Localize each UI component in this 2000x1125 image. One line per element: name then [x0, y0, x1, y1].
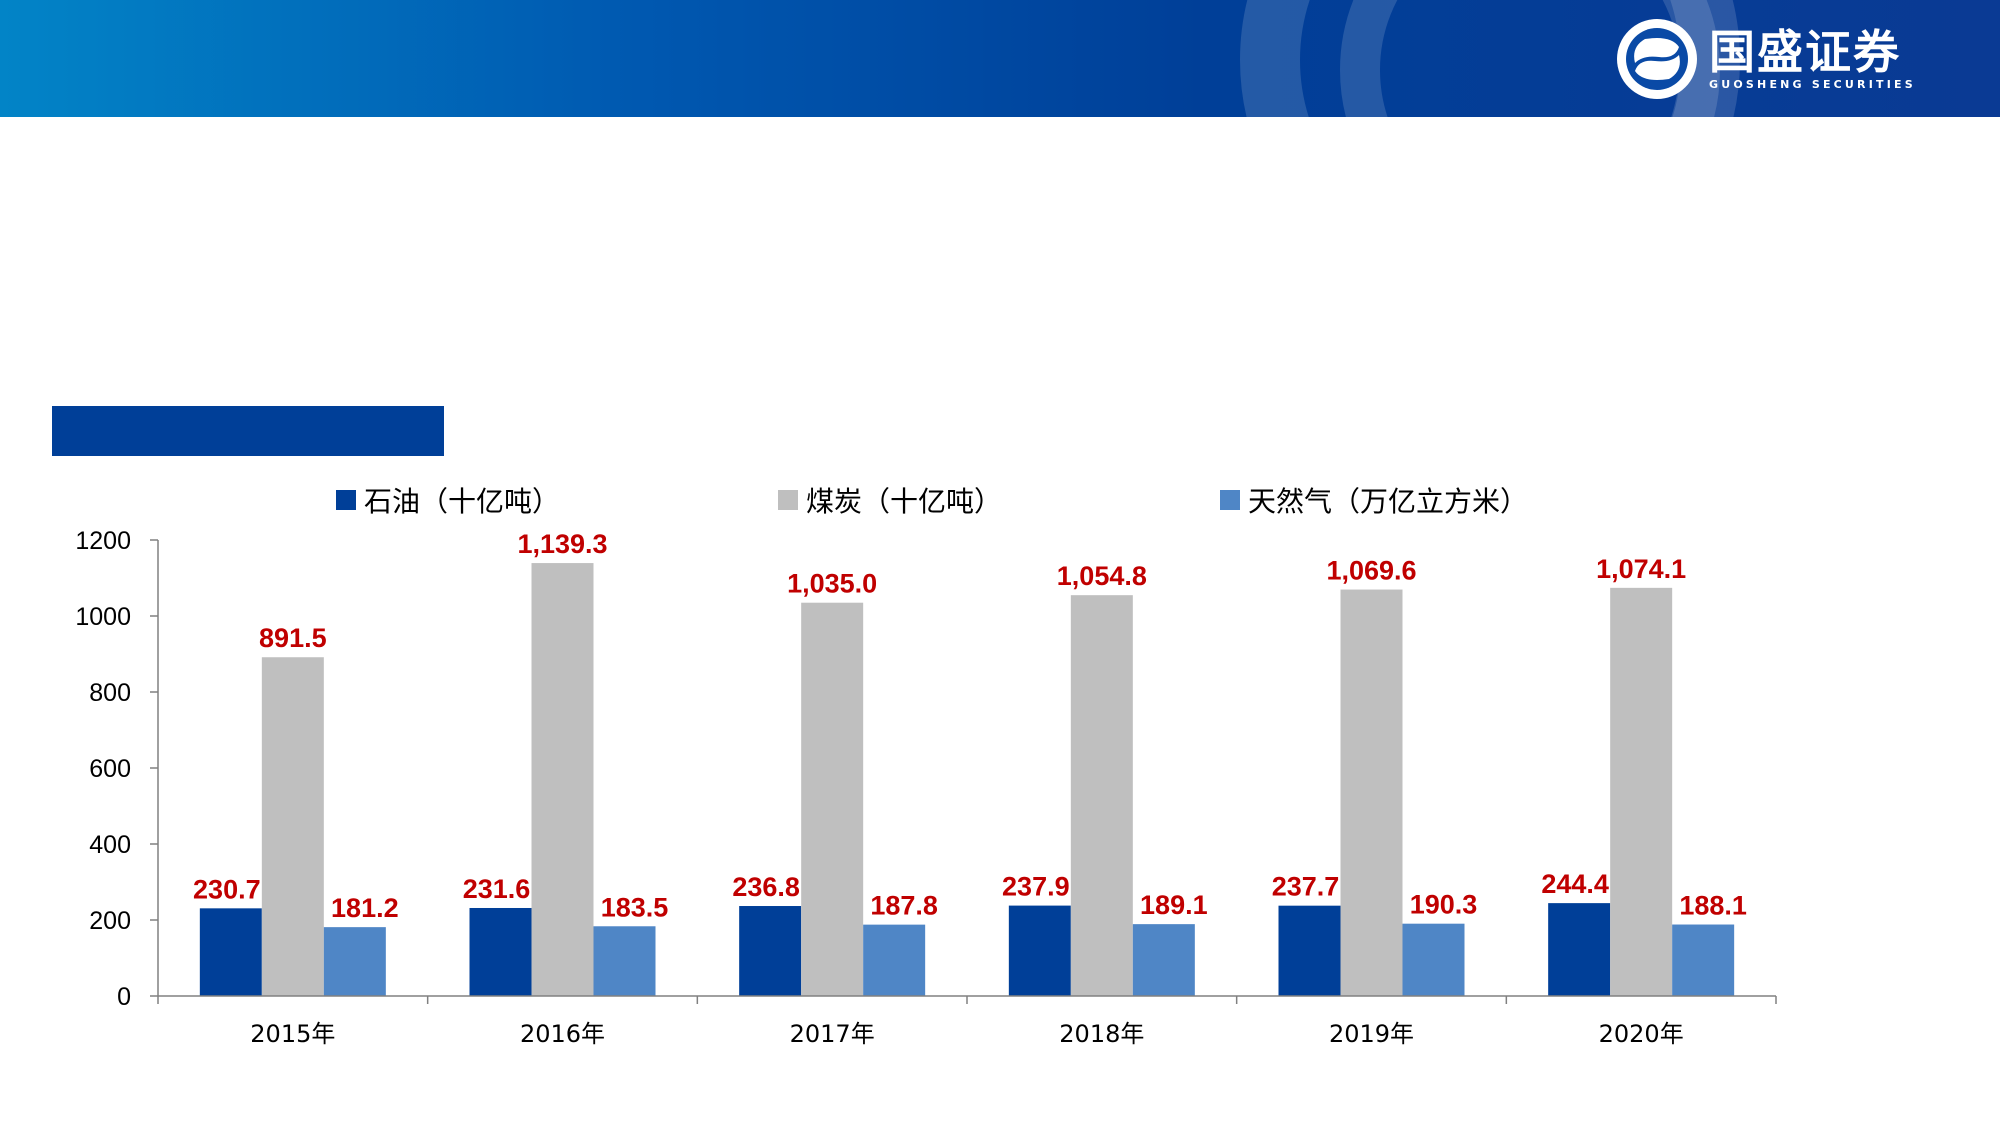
x-axis: 2015年 2016年 2017年 2018年 2019年 2020年 [157, 995, 1777, 1048]
bar-value-label: 188.1 [1679, 891, 1747, 921]
y-tick-label: 1200 [75, 527, 131, 555]
bar-value-label: 190.3 [1410, 890, 1478, 920]
bar [1008, 905, 1071, 996]
legend-label: 煤炭（十亿吨） [806, 485, 1002, 518]
y-axis: 0 200 400 600 800 1000 1200 [75, 527, 159, 1011]
bar-value-label: 1,054.8 [1057, 561, 1147, 591]
data-labels: 230.7 231.6 236.8 237.9 237.7 244.4 891.5 1,139… [193, 529, 1747, 923]
section-title-bar [52, 406, 444, 456]
x-category-label: 2016年 [520, 1020, 605, 1048]
bar [1610, 587, 1673, 996]
bar-value-label: 187.8 [870, 891, 938, 921]
bar [1548, 903, 1611, 996]
bar-series [199, 563, 1735, 996]
bar [531, 563, 594, 996]
y-tick-label: 600 [89, 755, 131, 783]
guosheng-logo-icon [1617, 19, 1697, 99]
chart-legend: 石油（十亿吨） 煤炭（十亿吨） 天然气（万亿立方米） [336, 485, 1528, 518]
bar-value-label: 183.5 [601, 892, 669, 922]
y-tick-label: 400 [89, 831, 131, 859]
bar-value-label: 189.1 [1140, 890, 1208, 920]
legend-swatch [1220, 490, 1240, 510]
bar-value-label: 244.4 [1541, 869, 1609, 899]
bar-value-label: 237.7 [1272, 872, 1340, 902]
bar-value-label: 230.7 [193, 874, 261, 904]
bar [593, 926, 656, 996]
bar-value-label: 181.2 [331, 893, 399, 923]
y-tick-label: 800 [89, 679, 131, 707]
bar [801, 602, 864, 996]
x-category-label: 2015年 [250, 1020, 335, 1048]
logo-subtext: GUOSHENG SECURITIES [1709, 78, 1916, 91]
legend-label: 天然气（万亿立方米） [1248, 485, 1528, 518]
header-banner: 国盛证券 GUOSHENG SECURITIES [0, 0, 2000, 117]
bar [1132, 924, 1195, 996]
bar-value-label: 1,035.0 [787, 569, 877, 599]
y-tick-label: 1000 [75, 603, 131, 631]
bar [1672, 924, 1735, 996]
bar-value-label: 1,069.6 [1326, 556, 1416, 586]
legend-swatch [778, 490, 798, 510]
x-category-label: 2019年 [1329, 1020, 1414, 1048]
logo-text: 国盛证券 [1709, 25, 1901, 79]
bar-value-label: 1,074.1 [1596, 554, 1686, 584]
bar [199, 908, 262, 996]
bar-chart: 石油（十亿吨） 煤炭（十亿吨） 天然气（万亿立方米） 0 200 400 600 800 10… [75, 485, 1777, 1048]
bar [469, 907, 532, 996]
bar [863, 924, 926, 996]
x-category-label: 2020年 [1599, 1020, 1684, 1048]
bar [739, 906, 802, 996]
bar [1340, 589, 1403, 996]
bar-value-label: 236.8 [732, 872, 800, 902]
x-category-label: 2017年 [790, 1020, 875, 1048]
bar-value-label: 1,139.3 [517, 529, 607, 559]
bar [1070, 595, 1133, 996]
bar-value-label: 231.6 [463, 874, 531, 904]
bar-value-label: 237.9 [1002, 872, 1070, 902]
y-tick-label: 200 [89, 907, 131, 935]
bar [1402, 923, 1465, 996]
brand-logo: 国盛证券 GUOSHENG SECURITIES [1615, 14, 1916, 104]
legend-swatch [336, 490, 356, 510]
bar [323, 927, 386, 996]
bar [261, 657, 324, 996]
y-tick-label: 0 [117, 983, 131, 1011]
legend-label: 石油（十亿吨） [364, 485, 560, 518]
x-category-label: 2018年 [1059, 1020, 1144, 1048]
logo-text-block: 国盛证券 GUOSHENG SECURITIES [1709, 26, 1916, 92]
bar [1278, 905, 1341, 996]
bar-value-label: 891.5 [259, 623, 327, 653]
